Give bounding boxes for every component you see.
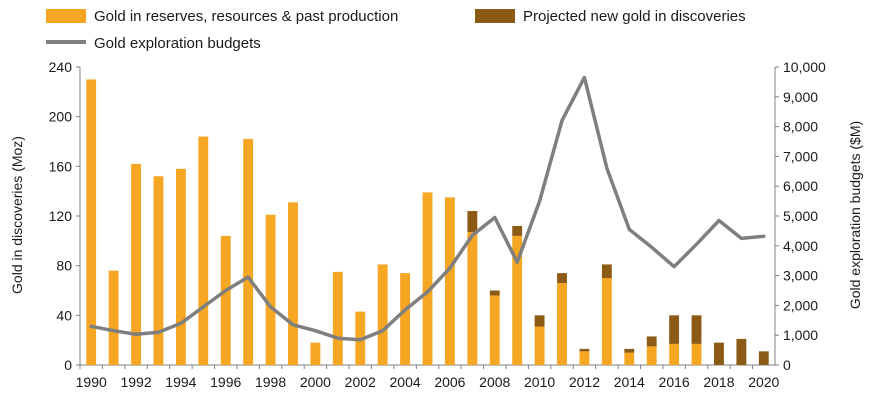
y-right-tick-label: 9,000 bbox=[783, 89, 818, 105]
bar-reserves-1998 bbox=[265, 214, 276, 365]
x-tick-label: 2002 bbox=[345, 374, 376, 390]
tick-labels: 0 40 80 120 160 200 240 0 1,000 2,000 3,000 4,000 5,… bbox=[49, 59, 826, 390]
y-right-tick-label: 5,000 bbox=[783, 208, 818, 224]
bar-projected-2015 bbox=[646, 336, 657, 347]
y-right-tick-label: 3,000 bbox=[783, 268, 818, 284]
bar-projected-2009 bbox=[512, 225, 523, 236]
y-right-tick-label: 6,000 bbox=[783, 178, 818, 194]
x-tick-label: 1994 bbox=[165, 374, 196, 390]
legend-label-reserves: Gold in reserves, resources & past produ… bbox=[94, 8, 398, 25]
bar-projected-2014 bbox=[624, 348, 635, 353]
bar-reserves-2013 bbox=[601, 278, 612, 365]
y-left-tick-label: 240 bbox=[49, 59, 73, 75]
x-tick-label: 2014 bbox=[614, 374, 645, 390]
bar-reserves-2017 bbox=[691, 343, 702, 365]
bar-reserves-1995 bbox=[198, 136, 209, 365]
bar-reserves-1992 bbox=[131, 163, 141, 365]
y-right-tick-label: 8,000 bbox=[783, 119, 818, 135]
bar-projected-2016 bbox=[669, 315, 680, 344]
y-right-tick-label: 1,000 bbox=[783, 327, 818, 343]
bar-reserves-2006 bbox=[444, 197, 455, 365]
x-tick-label: 2020 bbox=[748, 374, 779, 390]
bar-reserves-1991 bbox=[108, 270, 119, 365]
y-left-tick-label: 120 bbox=[49, 208, 73, 224]
y-left-tick-label: 160 bbox=[49, 158, 73, 174]
bar-reserves-2005 bbox=[422, 192, 433, 365]
y-right-tick-label: 2,000 bbox=[783, 297, 818, 313]
bar-reserves-2000 bbox=[310, 342, 321, 365]
bar-projected-2013 bbox=[601, 264, 612, 279]
x-tick-label: 2016 bbox=[659, 374, 690, 390]
y-left-tick-label: 0 bbox=[64, 357, 72, 373]
bar-reserves-1993 bbox=[153, 176, 164, 365]
legend-label-budgets: Gold exploration budgets bbox=[94, 35, 261, 52]
bar-reserves-2003 bbox=[377, 264, 388, 365]
bar-projected-2020 bbox=[758, 351, 769, 365]
x-tick-label: 2008 bbox=[479, 374, 510, 390]
legend-swatch-projected bbox=[475, 9, 515, 23]
legend-label-projected: Projected new gold in discoveries bbox=[523, 8, 746, 25]
x-tick-label: 2012 bbox=[569, 374, 600, 390]
legend: Gold in reserves, resources & past produ… bbox=[46, 8, 746, 52]
x-tick-label: 1992 bbox=[120, 374, 151, 390]
bar-projected-2007 bbox=[467, 211, 478, 233]
y-right-tick-label: 7,000 bbox=[783, 148, 818, 164]
bar-reserves-1996 bbox=[220, 235, 231, 365]
y-left-tick-label: 200 bbox=[49, 109, 73, 125]
x-tick-label: 1990 bbox=[76, 374, 107, 390]
x-tick-label: 2018 bbox=[703, 374, 734, 390]
bar-reserves-2007 bbox=[467, 232, 478, 365]
y-right-tick-label: 0 bbox=[783, 357, 791, 373]
bar-reserves-2012 bbox=[579, 351, 590, 365]
x-tick-label: 2006 bbox=[434, 374, 465, 390]
bar-reserves-1997 bbox=[243, 139, 254, 365]
x-tick-label: 1998 bbox=[255, 374, 286, 390]
x-tick-label: 1996 bbox=[210, 374, 241, 390]
bar-projected-2008 bbox=[489, 290, 500, 296]
budget-line bbox=[89, 75, 766, 342]
bar-projected-2012 bbox=[579, 348, 590, 352]
bar-projected-2011 bbox=[557, 273, 567, 284]
bar-reserves-1999 bbox=[288, 202, 298, 365]
bar-projected-2010 bbox=[534, 315, 545, 327]
y-left-tick-label: 80 bbox=[56, 258, 72, 274]
bar-reserves-2015 bbox=[646, 346, 657, 365]
bar-projected-2019 bbox=[736, 338, 747, 365]
x-tick-label: 2010 bbox=[524, 374, 555, 390]
bar-reserves-2009 bbox=[512, 235, 523, 365]
x-tick-label: 2004 bbox=[390, 374, 421, 390]
bar-reserves-2016 bbox=[669, 343, 680, 365]
budget-line-group bbox=[89, 75, 766, 342]
bar-reserves-1990 bbox=[86, 79, 97, 366]
bar-projected-2018 bbox=[714, 342, 724, 365]
bar-reserves-2008 bbox=[489, 295, 500, 365]
y-right-tick-label: 10,000 bbox=[783, 59, 826, 75]
y-right-tick-label: 4,000 bbox=[783, 238, 818, 254]
bar-projected-2017 bbox=[691, 315, 702, 344]
bars bbox=[86, 79, 769, 366]
bar-reserves-2011 bbox=[557, 283, 567, 365]
y-left-tick-label: 40 bbox=[56, 307, 72, 323]
legend-swatch-reserves bbox=[46, 9, 86, 23]
bar-reserves-2014 bbox=[624, 352, 635, 365]
bar-reserves-1994 bbox=[175, 168, 186, 365]
bar-reserves-2004 bbox=[400, 273, 411, 365]
x-tick-label: 2000 bbox=[300, 374, 331, 390]
y-axis-right-label: Gold exploration budgets ($M) bbox=[847, 121, 863, 309]
y-axis-left-label: Gold in discoveries (Moz) bbox=[9, 136, 25, 294]
bar-reserves-2010 bbox=[534, 326, 545, 365]
bar-reserves-2001 bbox=[332, 271, 343, 365]
